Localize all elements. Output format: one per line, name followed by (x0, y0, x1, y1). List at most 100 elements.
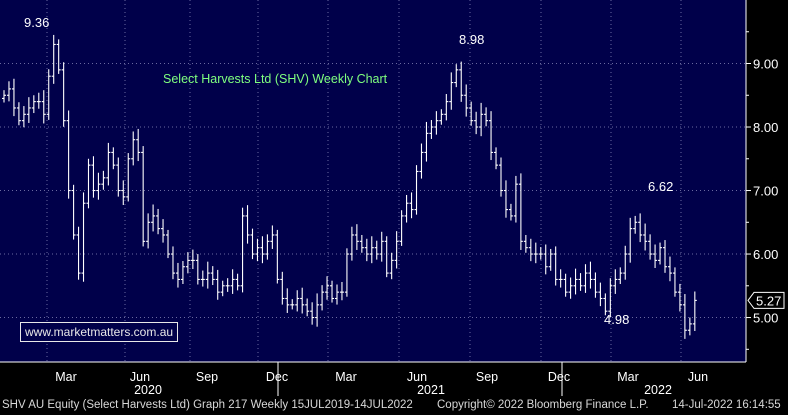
ohlc-bar (523, 234, 528, 253)
y-tick-label: 8.00 (753, 120, 778, 135)
ohlc-bar (543, 244, 548, 275)
ohlc-bar (225, 278, 230, 292)
ohlc-bar (459, 61, 464, 102)
ohlc-bar (190, 249, 195, 270)
ohlc-bar (255, 238, 260, 262)
ohlc-bar (513, 175, 518, 223)
ohlc-bar (503, 180, 508, 218)
ohlc-bar (667, 256, 672, 282)
price-annotation: 9.36 (24, 15, 49, 30)
ohlc-bar (240, 207, 245, 293)
ohlc-bar (603, 293, 608, 316)
x-year-label: 2021 (417, 383, 445, 396)
last-price-label: 5.27 (756, 293, 781, 308)
ohlc-bar (101, 170, 106, 190)
ohlc-bar (404, 194, 409, 223)
ohlc-bar (230, 269, 235, 294)
ohlc-bar (653, 244, 658, 269)
ohlc-bar (573, 268, 578, 295)
ohlc-bar (260, 236, 265, 264)
ohlc-bar (344, 248, 349, 297)
y-tick-label: 6.00 (753, 247, 778, 262)
x-month-label: Jun (688, 370, 708, 384)
ohlc-bar (215, 269, 220, 300)
ohlc-bar (444, 93, 449, 121)
ohlc-bar (638, 213, 643, 243)
ohlc-bar (583, 264, 588, 293)
x-month-label: Sep (476, 370, 498, 384)
ohlc-bar (185, 252, 190, 274)
ohlc-bar (663, 240, 668, 273)
ohlc-bar (6, 81, 11, 102)
ohlc-bar (499, 157, 503, 197)
ohlc-bar (623, 245, 628, 280)
price-annotation: 8.98 (459, 32, 484, 47)
ohlc-bar (106, 142, 111, 186)
ohlc-bar (484, 107, 489, 127)
ohlc-bar (672, 267, 677, 297)
ohlc-bar (409, 192, 414, 219)
ohlc-bar (518, 173, 523, 250)
ohlc-bar (643, 223, 648, 251)
ohlc-bar (633, 215, 638, 234)
ohlc-bar (369, 236, 374, 264)
ohlc-bar (349, 226, 354, 261)
last-price-tag (747, 291, 785, 309)
ohlc-bar (116, 157, 121, 197)
ohlc-bar (325, 276, 330, 300)
ohlc-bar (285, 288, 290, 313)
ohlc-bar (449, 72, 454, 110)
ohlc-bar (141, 146, 146, 247)
ohlc-bar (175, 262, 180, 288)
ohlc-bar (687, 317, 692, 336)
ohlc-bars (2, 34, 697, 339)
annotations: 9.36 8.98 6.62 4.98 5.27 (24, 15, 785, 327)
footer-copyright: Copyright© 2022 Bloomberg Finance L.P. (437, 399, 649, 411)
x-month-label: Jun (130, 370, 150, 384)
ohlc-bar (339, 281, 344, 301)
ohlc-bar (315, 293, 320, 327)
ohlc-bar (538, 247, 543, 260)
ohlc-bar (31, 95, 36, 114)
ohlc-bar (528, 238, 533, 262)
ohlc-bar (81, 192, 86, 282)
ohlc-bar (429, 120, 434, 139)
ohlc-bar (419, 143, 424, 179)
ohlc-bar (36, 92, 41, 109)
ohlc-bar (379, 231, 384, 262)
ohlc-bar (270, 225, 275, 249)
x-month-label: Mar (55, 370, 77, 384)
ohlc-bar (136, 128, 141, 162)
ohlc-bar (235, 273, 240, 291)
ohlc-bar (439, 109, 444, 125)
ohlc-bar (126, 153, 131, 202)
ohlc-bar (265, 234, 270, 260)
ohlc-bar (56, 39, 61, 74)
ohlc-bar (384, 236, 389, 278)
ohlc-bar (618, 267, 623, 285)
ohlc-bar (454, 64, 459, 88)
ohlc-bar (220, 280, 225, 297)
ohlc-bar (389, 252, 394, 280)
ohlc-bar (434, 111, 439, 135)
ohlc-bar (359, 234, 364, 253)
footer-instrument: SHV AU Equity (Select Harvests Ltd) Grap… (2, 399, 413, 411)
ohlc-bar (508, 203, 513, 221)
price-annotation: 6.62 (648, 179, 673, 194)
ohlc-bar (76, 226, 81, 280)
ohlc-bar (489, 111, 494, 161)
ohlc-bar (305, 298, 310, 317)
y-axis: 5.00 6.00 7.00 8.00 9.00 (745, 0, 778, 362)
watermark-link[interactable]: www.marketmatters.com.au (20, 322, 179, 342)
ohlc-bar (608, 278, 613, 318)
ohlc-bar (161, 219, 166, 243)
x-month-label: Dec (548, 370, 570, 384)
ohlc-bar (151, 204, 156, 232)
price-annotation: 4.98 (604, 312, 629, 327)
ohlc-bar (205, 261, 210, 289)
x-month-label: Dec (266, 370, 288, 384)
ohlc-bar (2, 90, 6, 103)
ohlc-bar (354, 224, 359, 250)
ohlc-bar (394, 231, 399, 269)
